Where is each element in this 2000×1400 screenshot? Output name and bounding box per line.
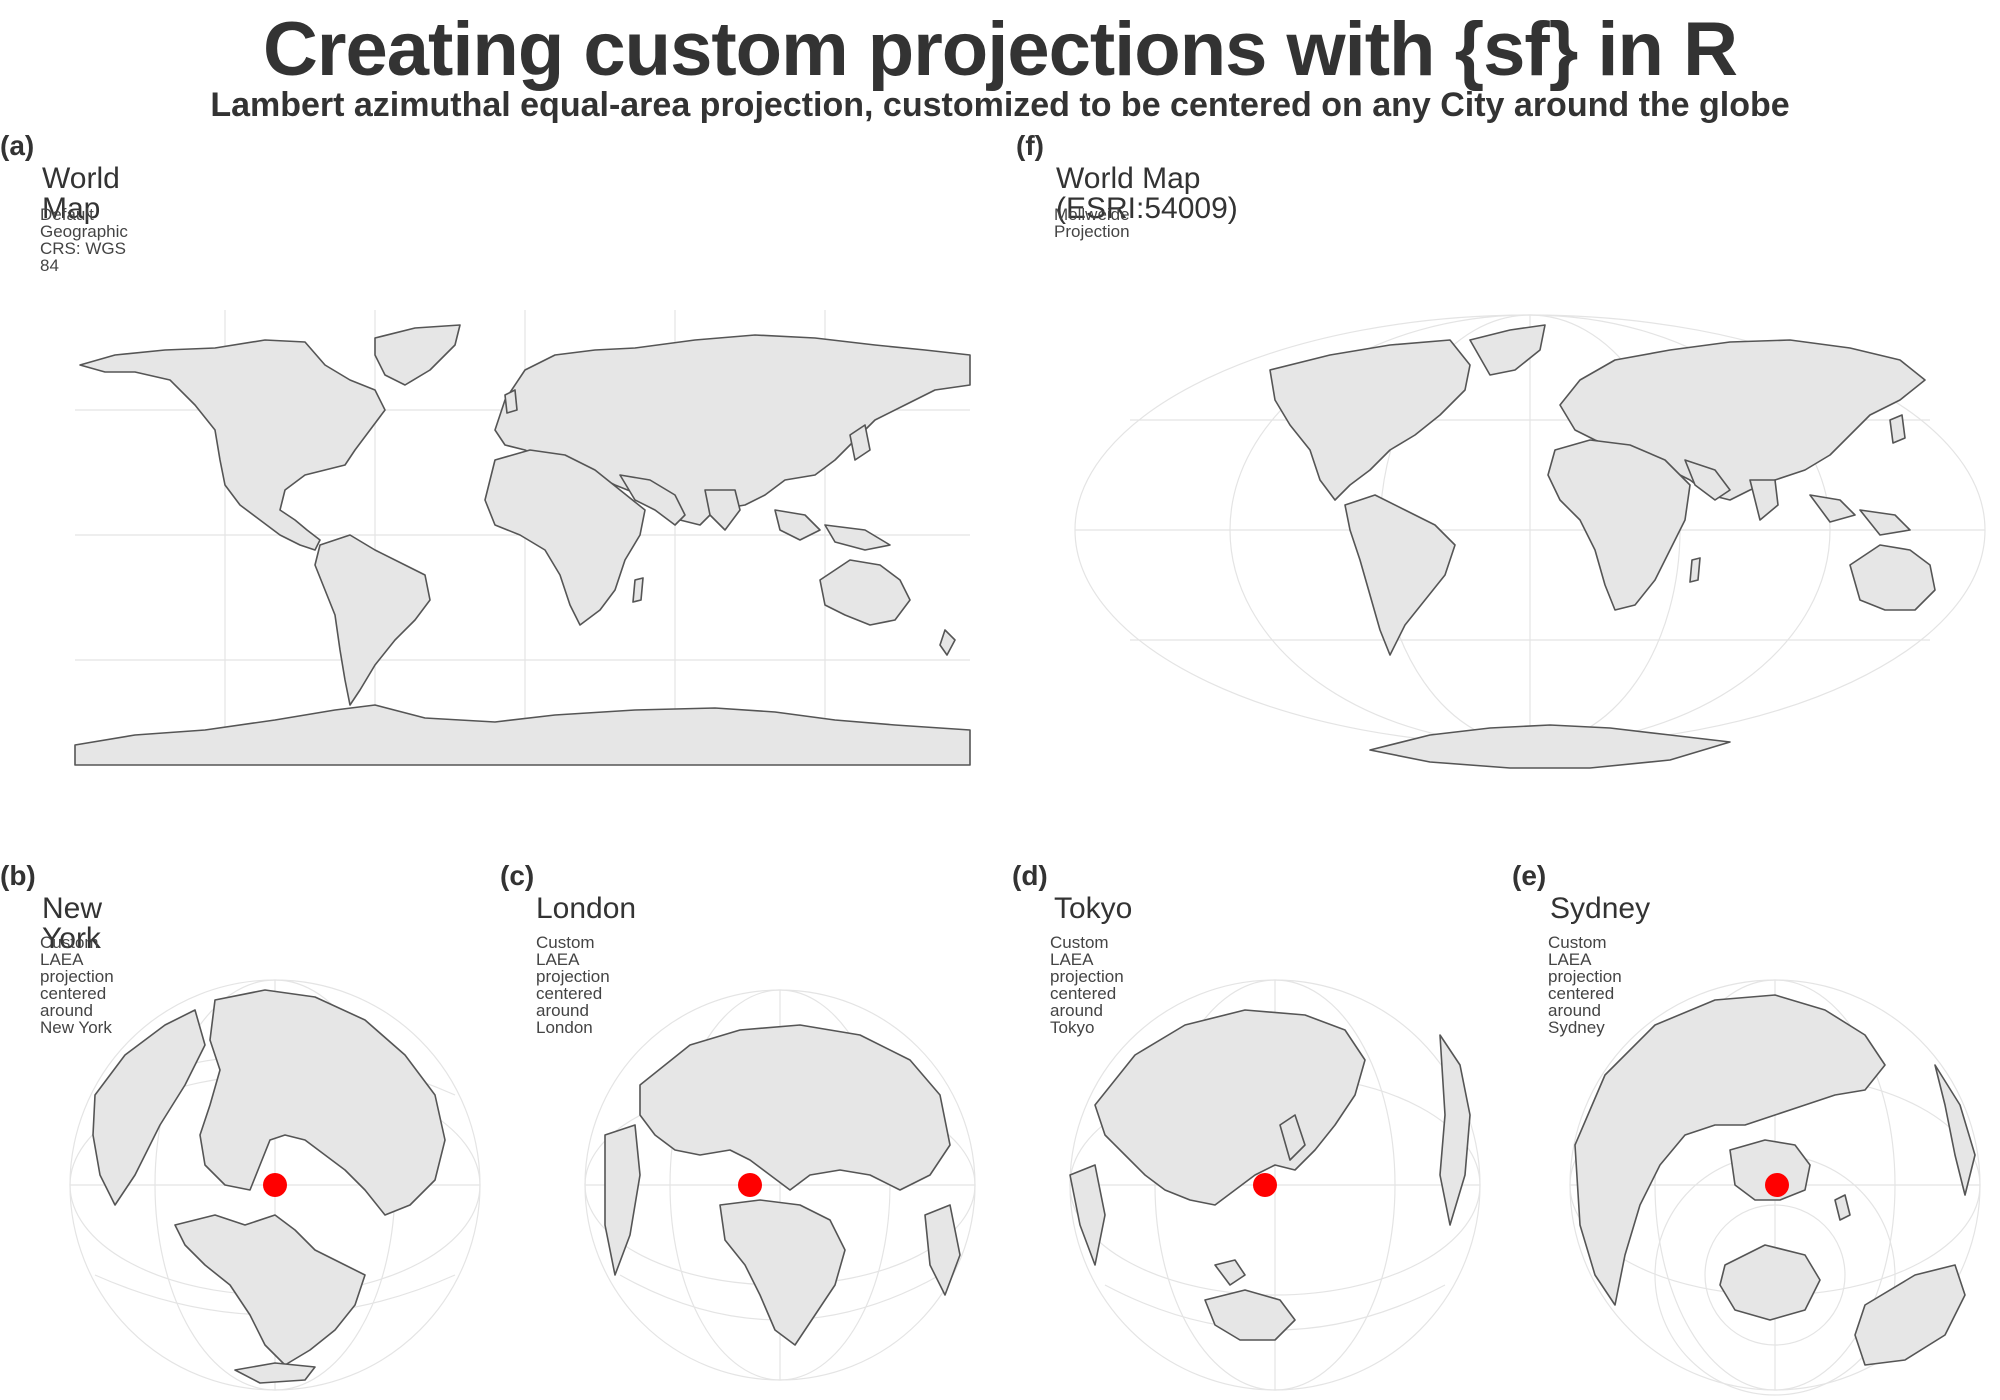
laea-map-tokyo [1069, 979, 1481, 1391]
land-masses [604, 1024, 961, 1346]
city-marker-sydney [1765, 1173, 1789, 1197]
panel-subtitle: Mollweide Projection [1054, 205, 1130, 241]
world-map-wgs84 [74, 310, 971, 766]
city-marker-tokyo [1253, 1173, 1277, 1197]
panel-tag: (f) [1016, 130, 1044, 161]
laea-map-sydney [1569, 979, 1981, 1396]
panel-title: New York [42, 892, 103, 955]
panel-tag: (e) [1512, 860, 1547, 891]
panel-title: Sydney [1550, 892, 1651, 925]
laea-map-london [584, 989, 976, 1381]
city-marker-london [738, 1173, 762, 1197]
panel-title: World Map [42, 162, 120, 225]
panel-title: London [536, 892, 637, 925]
land-masses [1069, 1009, 1471, 1341]
panel-tag: (d) [1012, 860, 1048, 891]
laea-map-new-york [69, 979, 481, 1391]
panel-tag: (c) [500, 860, 535, 891]
figure-title: Creating custom projections with {sf} in… [263, 7, 1738, 92]
panel-subtitle: Custom LAEA projection centered around L… [536, 933, 610, 1037]
panel-tag: (b) [0, 860, 36, 891]
panel-subtitle: Custom LAEA projection centered around N… [40, 933, 114, 1037]
panel-subtitle: Custom LAEA projection centered around S… [1548, 933, 1622, 1037]
panel-tag: (a) [0, 130, 35, 161]
panel-title: World Map (ESRI:54009) [1056, 162, 1238, 225]
land-masses [1269, 324, 1936, 769]
land-masses [74, 324, 971, 766]
panel-subtitle: Custom LAEA projection centered around T… [1050, 933, 1124, 1037]
world-map-mollweide [1074, 314, 1986, 769]
panel-subtitle: Default Geographic CRS: WGS 84 [40, 205, 128, 275]
land-masses [92, 989, 446, 1384]
figure-subtitle: Lambert azimuthal equal-area projection,… [210, 86, 1790, 124]
panel-title: Tokyo [1054, 892, 1133, 925]
land-masses [1574, 994, 1976, 1366]
city-marker-new-york [263, 1173, 287, 1197]
